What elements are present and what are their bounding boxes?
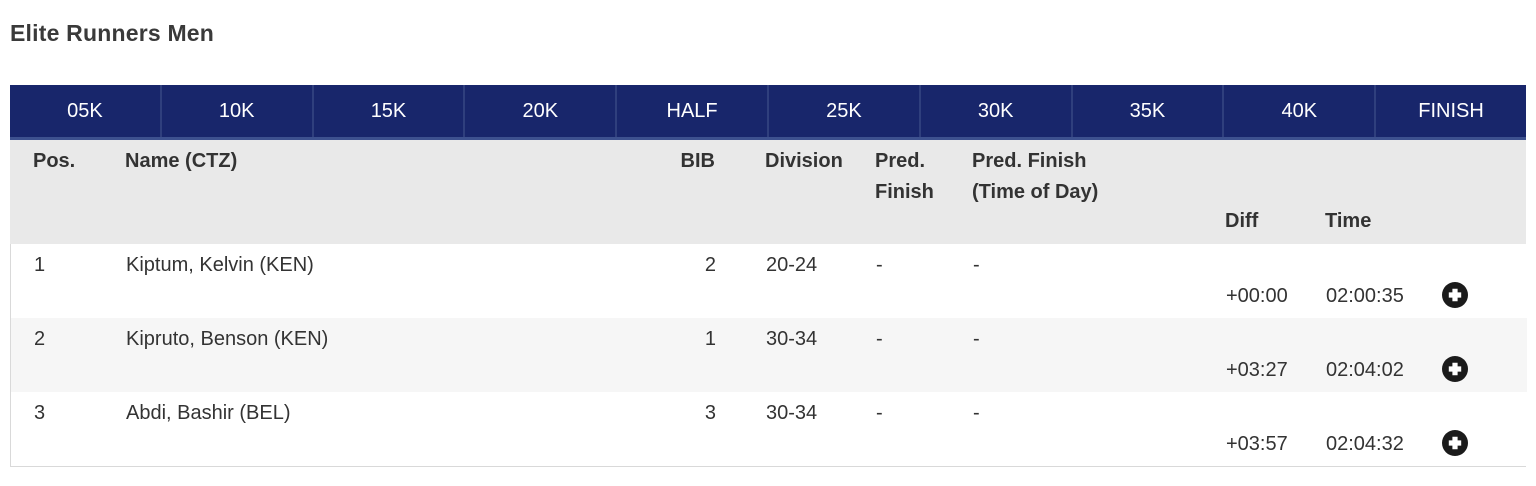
runner-name: Abdi, Bashir (BEL) — [126, 402, 291, 424]
tab-05k[interactable]: 05K — [10, 85, 162, 137]
header-pos: Pos. — [33, 150, 76, 172]
runner-pred-finish-tod: - — [973, 402, 980, 424]
runner-pred-finish: - — [876, 328, 883, 350]
table-row: 2 Kipruto, Benson (KEN) 1 30-34 - - +03:… — [11, 318, 1527, 392]
expand-row-button[interactable] — [1442, 356, 1468, 382]
runner-diff: +03:27 — [1226, 359, 1288, 381]
runner-bib: 3 — [704, 402, 716, 424]
plus-circle-icon — [1442, 356, 1468, 382]
runner-position: 3 — [34, 402, 46, 424]
results-table-header: Pos. Name (CTZ) BIB Division Pred. Finis… — [10, 140, 1526, 244]
runner-diff: +03:57 — [1226, 433, 1288, 455]
runner-pred-finish-tod: - — [973, 328, 980, 350]
runner-division: 30-34 — [766, 328, 818, 350]
table-row: 1 Kiptum, Kelvin (KEN) 2 20-24 - - +00:0… — [11, 244, 1527, 318]
tab-10k[interactable]: 10K — [162, 85, 314, 137]
runner-pred-finish: - — [876, 254, 883, 276]
tab-30k[interactable]: 30K — [921, 85, 1073, 137]
tab-half[interactable]: HALF — [617, 85, 769, 137]
expand-cell — [1438, 244, 1527, 318]
tab-25k[interactable]: 25K — [769, 85, 921, 137]
runner-position: 1 — [34, 254, 46, 276]
tab-20k[interactable]: 20K — [465, 85, 618, 137]
plus-circle-icon — [1442, 430, 1468, 456]
header-expand-spacer — [1437, 140, 1526, 244]
runner-name: Kiptum, Kelvin (KEN) — [126, 254, 314, 276]
tab-15k[interactable]: 15K — [314, 85, 466, 137]
tab-finish[interactable]: FINISH — [1418, 99, 1484, 122]
runner-time: 02:04:02 — [1326, 359, 1404, 381]
runner-bib: 1 — [704, 328, 716, 350]
results-table-body: 1 Kiptum, Kelvin (KEN) 2 20-24 - - +00:0… — [10, 244, 1527, 467]
runner-pred-finish-tod: - — [973, 254, 980, 276]
runner-time: 02:04:32 — [1326, 433, 1404, 455]
header-bib: BIB — [680, 150, 715, 172]
header-name: Name (CTZ) — [125, 150, 238, 172]
table-row: 3 Abdi, Bashir (BEL) 3 30-34 - - +03:57 … — [11, 392, 1527, 466]
runner-position: 2 — [34, 328, 46, 350]
runner-time: 02:00:35 — [1326, 285, 1404, 307]
runner-division: 30-34 — [766, 402, 818, 424]
runner-diff: +00:00 — [1226, 285, 1288, 307]
runner-name: Kipruto, Benson (KEN) — [126, 328, 329, 350]
page-title: Elite Runners Men — [10, 20, 215, 46]
header-pred-finish: Pred. Finish — [875, 150, 934, 203]
runner-pred-finish: - — [876, 402, 883, 424]
expand-row-button[interactable] — [1442, 430, 1468, 456]
plus-circle-icon — [1442, 282, 1468, 308]
checkpoint-tabbar: 05K 10K 15K 20K HALF 25K 30K 35K 40K FIN… — [10, 85, 1526, 140]
expand-cell — [1438, 318, 1527, 392]
header-division: Division — [765, 150, 843, 172]
tab-35k[interactable]: 35K — [1073, 85, 1225, 137]
runner-division: 20-24 — [766, 254, 818, 276]
header-pred-finish-tod: Pred. Finish (Time of Day) — [972, 150, 1099, 203]
header-time: Time — [1325, 210, 1372, 232]
expand-cell — [1438, 392, 1527, 466]
header-diff: Diff — [1225, 210, 1259, 232]
tab-40k[interactable]: 40K — [1224, 85, 1377, 137]
expand-row-button[interactable] — [1442, 282, 1468, 308]
runner-bib: 2 — [704, 254, 716, 276]
